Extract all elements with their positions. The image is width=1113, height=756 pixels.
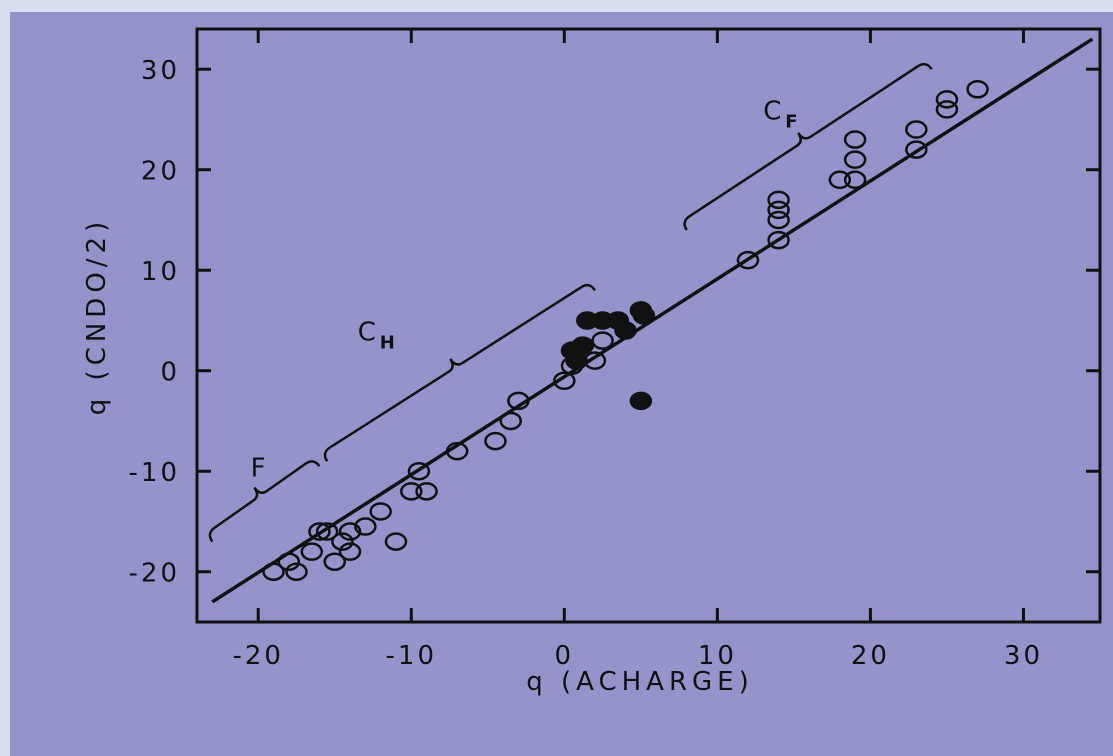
- tick-labels: -20 -10 0 10 20 30 -20 -10 0 10 20 30: [129, 56, 1043, 671]
- open-point: [323, 552, 346, 571]
- open-point: [843, 150, 867, 169]
- open-point: [966, 80, 989, 99]
- open-point: [445, 441, 469, 461]
- filled-point: [629, 391, 653, 411]
- open-point: [262, 562, 285, 581]
- open-point: [507, 391, 530, 411]
- open-point: [767, 210, 790, 230]
- open-point: [277, 552, 301, 571]
- open-point: [300, 542, 324, 561]
- open-point: [315, 522, 339, 541]
- x-tick-label: 30: [1004, 641, 1043, 671]
- filled-point: [632, 306, 656, 325]
- open-point: [905, 120, 928, 139]
- y-tick-label: -10: [129, 458, 180, 488]
- group-brackets: [208, 62, 933, 543]
- chart-panel: [10, 12, 1113, 756]
- filled-point: [565, 351, 588, 370]
- y-axis-title: q (CNDO/2): [82, 217, 112, 415]
- open-point: [331, 532, 354, 551]
- open-point: [591, 331, 614, 350]
- open-point: [415, 482, 438, 501]
- filled-point: [614, 321, 637, 340]
- group-label: C: [763, 96, 781, 126]
- open-point: [499, 411, 523, 431]
- group-label: F: [251, 453, 266, 483]
- open-point: [767, 200, 790, 220]
- x-tick-label: -20: [232, 641, 283, 671]
- group-label: C: [358, 318, 376, 348]
- x-tick-label: 20: [851, 641, 890, 671]
- bracket: [208, 460, 321, 543]
- open-point: [935, 100, 959, 119]
- y-tick-label: 10: [141, 257, 180, 287]
- open-point: [407, 461, 431, 481]
- open-point: [384, 532, 408, 551]
- open-point: [736, 250, 760, 270]
- open-point: [553, 371, 576, 391]
- open-point: [843, 130, 867, 149]
- open-point: [354, 517, 377, 536]
- filled-point: [571, 336, 594, 355]
- open-point: [843, 170, 867, 190]
- axis-ticks: [197, 29, 1100, 622]
- open-point: [369, 502, 392, 521]
- data-points: [262, 80, 989, 581]
- open-point: [905, 140, 928, 159]
- y-tick-label: -20: [129, 559, 180, 589]
- bracket: [323, 283, 596, 462]
- y-tick-label: 20: [141, 157, 180, 187]
- open-point: [400, 482, 423, 501]
- open-point: [935, 90, 959, 109]
- x-axis-title: q (ACHARGE): [526, 667, 754, 697]
- open-point: [338, 542, 362, 561]
- y-tick-label: 0: [160, 358, 180, 388]
- open-point: [285, 562, 308, 581]
- group-label-subscript: H: [380, 333, 395, 354]
- open-point: [828, 170, 852, 190]
- open-point: [308, 522, 331, 541]
- x-tick-label: -10: [386, 641, 437, 671]
- open-point: [767, 190, 790, 210]
- open-point: [338, 522, 362, 541]
- group-label-subscript: F: [785, 111, 797, 132]
- open-point: [767, 230, 790, 250]
- bracket: [683, 62, 933, 231]
- y-tick-label: 30: [141, 56, 180, 86]
- group-labels: FC HC F: [251, 96, 798, 483]
- x-tick-label: 0: [555, 641, 575, 671]
- plot-frame: [195, 27, 1102, 624]
- open-point: [484, 431, 507, 451]
- x-tick-label: 10: [698, 641, 737, 671]
